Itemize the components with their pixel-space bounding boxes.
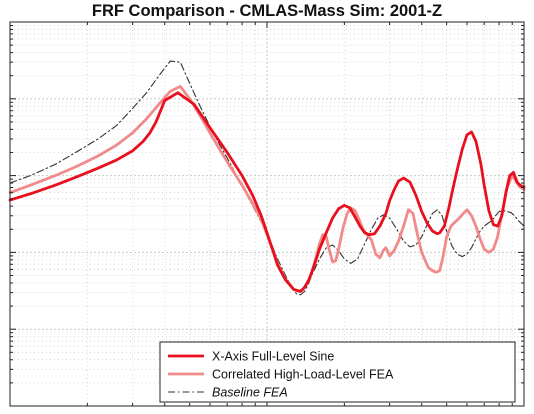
chart-title: FRF Comparison - CMLAS-Mass Sim: 2001-Z xyxy=(91,2,443,20)
legend-label-baseline-fea: Baseline FEA xyxy=(212,386,288,400)
legend-label-x-axis-full-level-sine: X-Axis Full-Level Sine xyxy=(212,350,334,364)
series-line-correlated-high-load-level-fea xyxy=(8,85,526,293)
series-line-x-axis-full-level-sine xyxy=(8,91,526,293)
legend-box xyxy=(159,341,516,403)
legend: X-Axis Full-Level Sine Correlated High-Lo… xyxy=(159,341,516,403)
series-lines xyxy=(8,60,526,296)
series-line-baseline-fea xyxy=(9,60,525,296)
legend-label-correlated-high-load-level-fea: Correlated High-Load-Level FEA xyxy=(212,368,394,382)
tick-marks xyxy=(10,22,524,406)
